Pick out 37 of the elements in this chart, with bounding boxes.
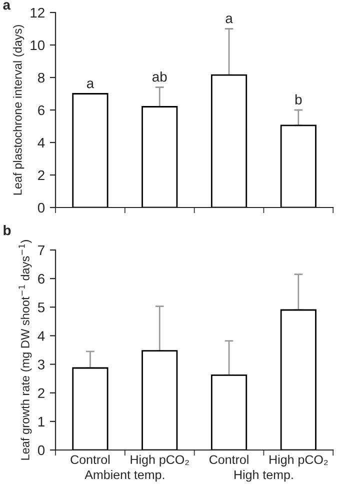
bar	[72, 93, 108, 208]
x-tick-label: High pCO₂	[270, 454, 328, 467]
bar	[72, 367, 108, 450]
y-tick-label: 12	[30, 8, 44, 18]
y-axis-title: Leaf growth rate (mg DW shoot$^{−1}$ days$^{−1}$)	[18, 240, 32, 460]
y-tick-label: 4	[38, 138, 45, 148]
y-tick-label: 8	[38, 72, 44, 83]
y-tick-label: 4	[38, 331, 45, 341]
bar	[142, 350, 178, 450]
bar	[142, 106, 178, 208]
y-tick-label: 10	[30, 40, 45, 50]
y-tick-label: 7	[38, 245, 44, 256]
bar	[210, 374, 248, 450]
y-tick-label: 3	[38, 360, 44, 370]
x-tick-label: Control	[210, 454, 248, 464]
y-tick-label: 1	[38, 416, 44, 426]
annotation: b	[295, 94, 302, 104]
y-tick-label: 2	[38, 170, 44, 180]
chart-title: a	[3, 2, 11, 10]
annotation: a	[226, 16, 233, 24]
annotation: ab	[152, 72, 167, 82]
bar	[210, 74, 248, 208]
bar	[280, 309, 316, 450]
x-tick-label: High pCO₂	[130, 454, 189, 467]
annotation: a	[86, 80, 94, 88]
text: High temp.	[234, 470, 293, 482]
y-tick-label: 2	[38, 388, 44, 398]
chart-title: b	[4, 225, 11, 236]
y-tick-label: 0	[38, 202, 45, 213]
x-tick-label: Control	[70, 454, 110, 464]
y-axis-title: Leaf plastochrone interval (days)	[13, 25, 24, 195]
bar	[280, 124, 316, 208]
text: Ambient temp.	[84, 470, 164, 482]
y-tick-label: 5	[38, 302, 45, 312]
y-tick-label: 6	[38, 274, 44, 284]
y-tick-label: 6	[38, 105, 44, 116]
y-tick-label: 0	[38, 445, 45, 456]
